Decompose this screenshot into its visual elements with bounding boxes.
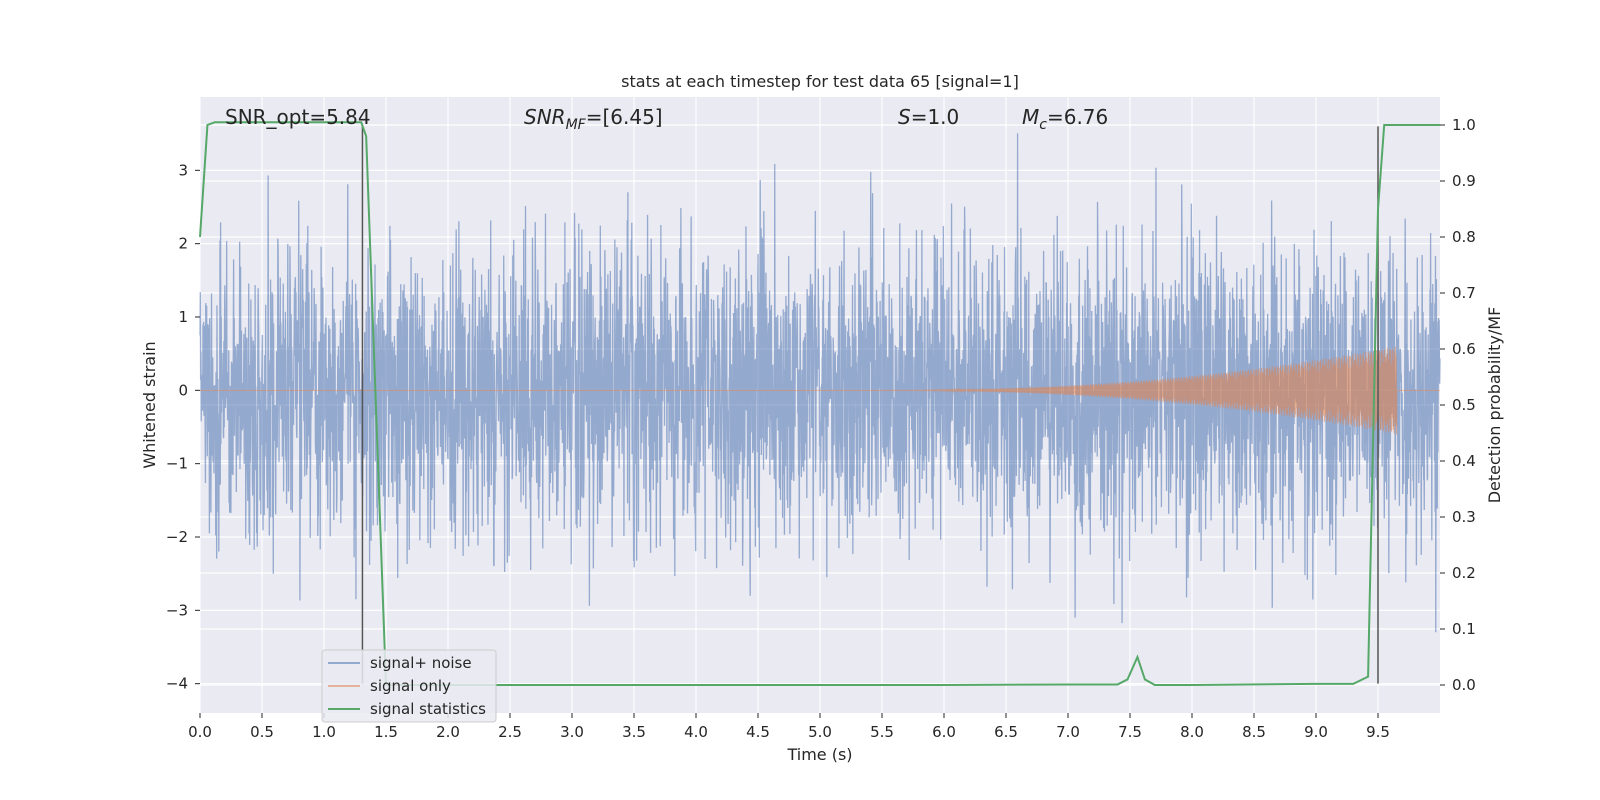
x-tick-label: 9.0 <box>1304 723 1328 741</box>
y-tick-label: −4 <box>166 675 188 693</box>
x-tick-label: 6.0 <box>932 723 956 741</box>
y-tick-label: 0 <box>178 381 188 399</box>
y2-axis-label: Detection probability/MF <box>1485 307 1504 504</box>
x-tick-label: 4.0 <box>684 723 708 741</box>
y-axis-label: Whitened strain <box>140 341 159 468</box>
y2-tick-label: 0.2 <box>1452 564 1476 582</box>
y2-tick-label: 0.0 <box>1452 676 1476 694</box>
y2-tick-label: 0.4 <box>1452 452 1476 470</box>
x-tick-label: 3.0 <box>560 723 584 741</box>
x-tick-label: 0.0 <box>188 723 212 741</box>
annotation-snr-mf: SNRMF=[6.45] <box>524 105 663 133</box>
x-tick-label: 0.5 <box>250 723 274 741</box>
x-tick-label: 7.5 <box>1118 723 1142 741</box>
x-tick-label: 8.0 <box>1180 723 1204 741</box>
y-tick-label: 1 <box>178 308 188 326</box>
y2-tick-label: 1.0 <box>1452 116 1476 134</box>
annotation-s-value: =1.0 <box>911 105 960 129</box>
x-tick-label: 6.5 <box>994 723 1018 741</box>
series-line-signal-noise <box>199 133 1441 633</box>
series-signal-noise <box>199 133 1441 633</box>
y2-tick-label: 0.3 <box>1452 508 1476 526</box>
x-axis-ticks: 0.0 0.5 1.0 1.5 2.0 2.5 3.0 3.5 4.0 4.5 5.0 5.5 6.0 6… <box>188 713 1390 741</box>
annotation-mc-sub: c <box>1039 117 1047 133</box>
series-line-signal-statistics <box>199 121 1440 686</box>
y2-tick-label: 0.5 <box>1452 396 1476 414</box>
chart-title: stats at each timestep for test data 65 … <box>621 72 1019 91</box>
annotation-mc-value: =6.76 <box>1047 105 1108 129</box>
annotation-snr-mf-label: SNR <box>524 105 566 129</box>
y-axis-ticks: 3 2 1 0 −1 −2 −3 −4 <box>166 161 200 693</box>
annotation-mc: Mc=6.76 <box>1022 105 1108 133</box>
x-tick-label: 1.0 <box>312 723 336 741</box>
x-tick-label: 1.5 <box>374 723 398 741</box>
annotation-mc-label: M <box>1022 105 1039 129</box>
y2-axis-ticks: 1.0 0.9 0.8 0.7 0.6 0.5 0.4 0.3 0.2 0.1 0.0 <box>1440 116 1476 694</box>
series-line-signal-only <box>200 346 1440 435</box>
x-tick-label: 5.5 <box>870 723 894 741</box>
legend: signal+ noise signal only signal statist… <box>321 649 497 723</box>
legend-box <box>321 649 497 723</box>
series-signal-statistics <box>199 121 1440 686</box>
x-tick-label: 2.0 <box>436 723 460 741</box>
y-tick-label: −1 <box>166 455 188 473</box>
x-tick-label: 8.5 <box>1242 723 1266 741</box>
annotation-snr-mf-value: =[6.45] <box>586 105 663 129</box>
y-tick-label: 3 <box>178 161 188 179</box>
y2-tick-label: 0.8 <box>1452 228 1476 246</box>
x-tick-label: 5.0 <box>808 723 832 741</box>
y2-tick-label: 0.6 <box>1452 340 1476 358</box>
annotation-snr-mf-sub: MF <box>566 117 587 133</box>
y-tick-label: 2 <box>178 235 188 253</box>
x-tick-label: 7.0 <box>1056 723 1080 741</box>
y2-tick-label: 0.1 <box>1452 620 1476 638</box>
x-tick-label: 3.5 <box>622 723 646 741</box>
series-signal-only <box>200 346 1440 435</box>
x-tick-label: 2.5 <box>498 723 522 741</box>
y-tick-label: −3 <box>166 601 188 619</box>
legend-label-signal-statistics: signal statistics <box>370 700 486 718</box>
x-tick-label: 9.5 <box>1366 723 1390 741</box>
y2-tick-label: 0.7 <box>1452 284 1476 302</box>
x-axis-label: Time (s) <box>786 745 852 764</box>
annotation-snr-opt: SNR_opt=5.84 <box>225 105 371 129</box>
y2-tick-label: 0.9 <box>1452 172 1476 190</box>
y-tick-label: −2 <box>166 528 188 546</box>
legend-label-signal-noise: signal+ noise <box>370 654 472 672</box>
annotation-s: S=1.0 <box>898 105 959 129</box>
legend-label-signal-only: signal only <box>370 677 451 695</box>
x-tick-label: 4.5 <box>746 723 770 741</box>
annotation-s-label: S <box>898 105 911 129</box>
